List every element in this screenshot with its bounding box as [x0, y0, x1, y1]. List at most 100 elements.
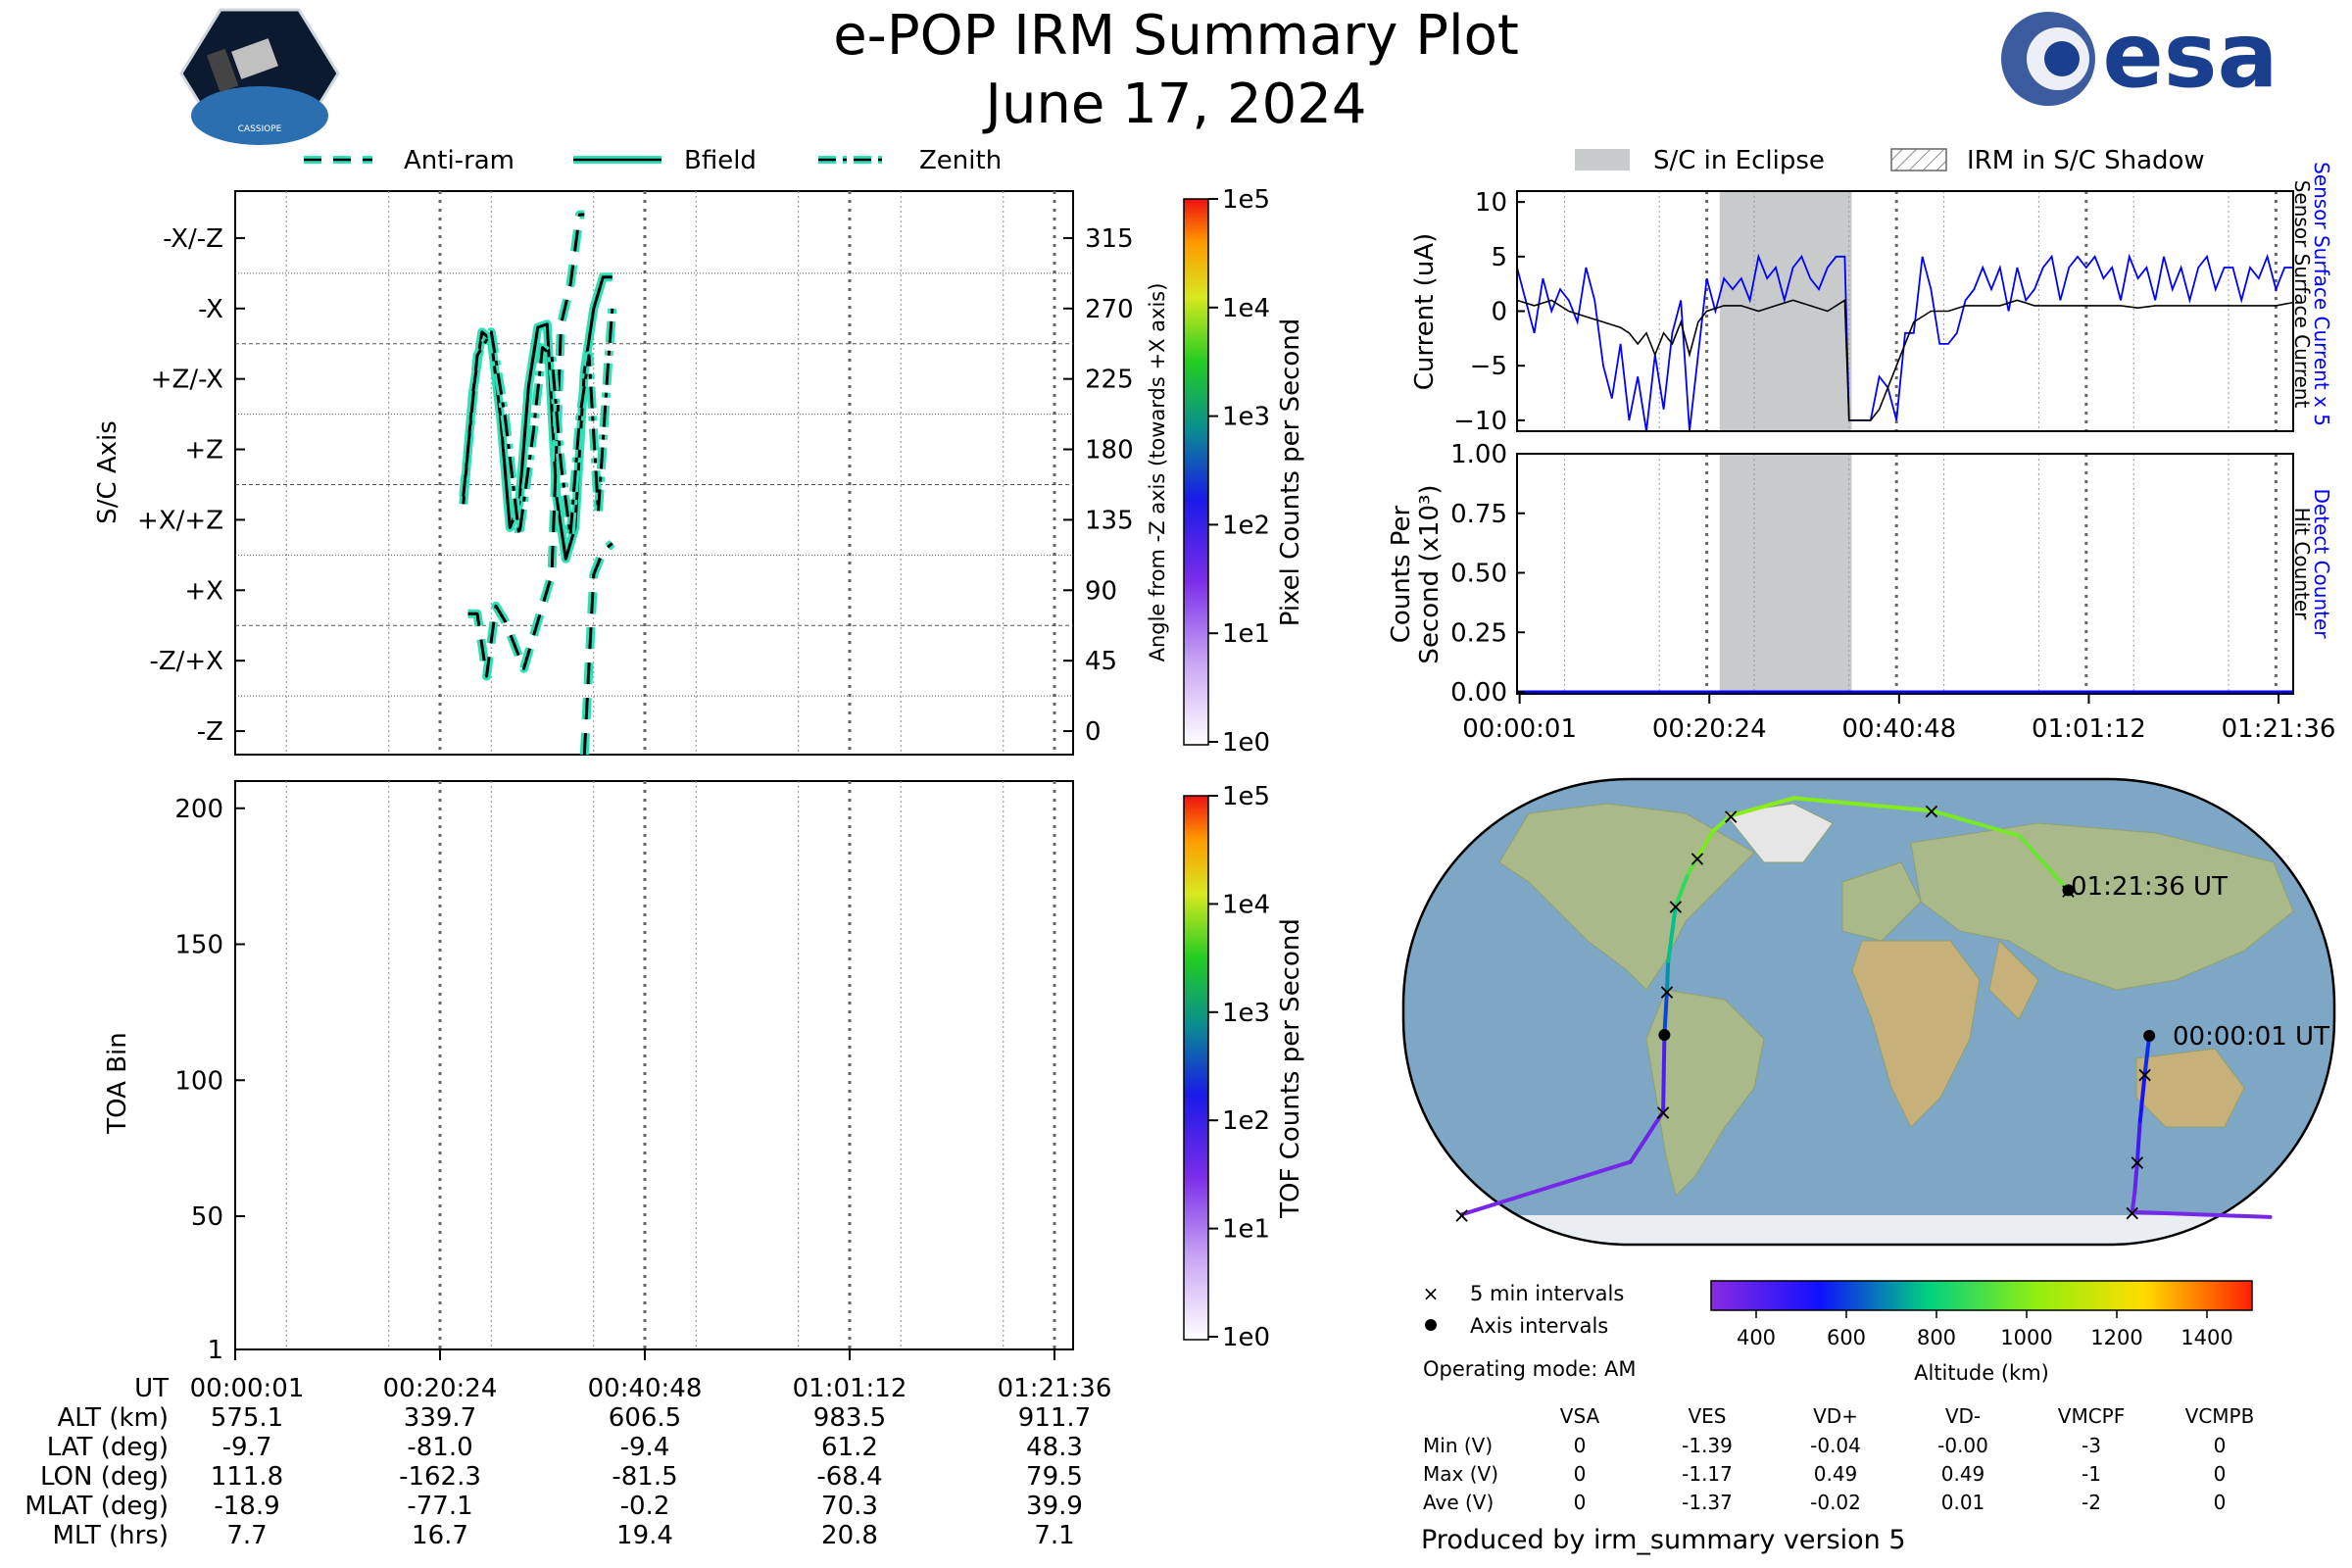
cbar-tof-tick-label: 1e4	[1222, 890, 1270, 919]
voltage-cell: 0.49	[1941, 1462, 1985, 1486]
legend-bfield: Bfield	[684, 146, 757, 175]
current-ytick-label: −10	[1453, 407, 1507, 436]
orbit-5min-marker: ×	[2124, 1201, 2141, 1226]
orbit-track-segment	[1729, 796, 1796, 818]
current-ytick-label: −5	[1470, 352, 1507, 381]
orbit-5min-marker: ×	[1722, 805, 1740, 829]
table-cell: 39.9	[1026, 1492, 1083, 1521]
map-legend: × 5 min intervals Axis intervals Operati…	[1423, 1282, 1637, 1381]
panel-axis-ylabel: S/C Axis	[93, 420, 122, 524]
table-row-label: MLAT (deg)	[24, 1492, 169, 1521]
cbar-pixel-tick-label: 1e4	[1222, 294, 1270, 323]
panel-axis: -X/-Z -X +Z/-X +Z +X/+Z +X -Z/+X -Z 315 270 225 18…	[93, 190, 1169, 756]
cassiope-logo-text: CASSIOPE	[238, 124, 282, 134]
orbit-track-segment	[2130, 1209, 2273, 1219]
voltage-cell: 0	[2214, 1434, 2227, 1457]
counts-ytick-label: 0.00	[1450, 678, 1507, 708]
axis-series-zenith	[462, 308, 614, 537]
voltage-cell: 0	[1574, 1462, 1587, 1486]
operating-mode: Operating mode: AM	[1423, 1357, 1636, 1381]
table-cell: 911.7	[1018, 1403, 1091, 1433]
table-cell: -18.9	[214, 1492, 279, 1521]
voltage-cell: 0.01	[1941, 1491, 1985, 1514]
table-cell: -9.7	[222, 1433, 272, 1462]
counts-xtick-label: 00:20:24	[1652, 714, 1767, 744]
legend-anti-ram: Anti-ram	[404, 146, 514, 175]
orbit-track-segment	[1673, 871, 1690, 908]
legend-shadow: IRM in S/C Shadow	[1967, 146, 2205, 175]
axis-left-tick-label: +Z/-X	[151, 366, 223, 395]
voltage-row-label: Ave (V)	[1423, 1491, 1494, 1514]
orbit-axis-marker	[2062, 884, 2075, 897]
orbit-5min-marker: ×	[1923, 800, 1940, 824]
table-cell: 00:00:01	[190, 1374, 305, 1403]
table-cell: 20.8	[821, 1521, 878, 1550]
legend-zenith: Zenith	[919, 146, 1002, 175]
orbit-track-segment	[1628, 1109, 1666, 1164]
table-row-label: LAT (deg)	[47, 1433, 169, 1462]
axis-right-tick-label: 45	[1085, 647, 1117, 676]
esa-logo: esa	[2001, 3, 2278, 108]
table-cell: -81.5	[612, 1462, 677, 1492]
cbar-pixel-tick-label: 1e2	[1222, 511, 1270, 540]
axis-right-tick-label: 225	[1085, 366, 1134, 395]
voltage-cell: -0.02	[1810, 1491, 1861, 1514]
page-title: e-POP IRM Summary Plot	[833, 4, 1519, 68]
continents	[1403, 803, 2334, 1245]
orbit-track-segment	[1666, 904, 1678, 963]
cbar-altitude-label: Altitude (km)	[1914, 1361, 2049, 1385]
table-cell: 01:01:12	[793, 1374, 907, 1403]
orbit-track-segment	[2017, 833, 2071, 893]
orbit-track-segment	[2142, 1033, 2152, 1076]
orbit-track-segment	[1791, 796, 1934, 813]
voltage-cell: -0.04	[1810, 1434, 1861, 1457]
cbar-pixel-tick-label: 1e3	[1222, 403, 1270, 432]
voltage-table: VSA VES VD+ VD- VMCPF VCMPB Min (V) 0 -1.39 -0.04…	[1423, 1404, 2254, 1514]
axis-right-tick-label: 180	[1085, 436, 1134, 466]
toa-tick-label: 200	[174, 795, 223, 824]
esa-logo-text: esa	[2102, 3, 2278, 108]
panel-axis-ylabel-right: Angle from -Z axis (towards +X axis)	[1146, 283, 1169, 662]
legend-5min: 5 min intervals	[1470, 1282, 1624, 1305]
cbar-pixel-tick-label: 1e0	[1222, 728, 1270, 758]
voltage-header: VSA	[1560, 1404, 1600, 1428]
axis-left-tick-label: +X	[184, 576, 223, 606]
counts-xtick-label: 00:40:48	[1841, 714, 1956, 744]
voltage-cell: 0	[2214, 1462, 2227, 1486]
axis-left-tick-label: +Z	[184, 436, 223, 466]
orbit-5min-marker: ×	[1667, 895, 1685, 919]
voltage-cell: -1.17	[1682, 1462, 1733, 1486]
current-right-label-blue: Sensor Surface Current x 5	[2310, 162, 2333, 426]
voltage-header: VMCPF	[2058, 1404, 2125, 1428]
eclipse-band-counts	[1719, 454, 1852, 694]
table-cell: 70.3	[821, 1492, 878, 1521]
legend-top-right: S/C in Eclipse IRM in S/C Shadow	[1575, 146, 2205, 175]
panel-toa: 200 150 100 50 1 TOA Bin	[103, 780, 1074, 1365]
cbar-altitude-tick-label: 1000	[2000, 1326, 2052, 1349]
table-cell: 983.5	[813, 1403, 886, 1433]
panel-counts-ylabel-1: Counts Per	[1387, 505, 1416, 643]
table-cell: 01:21:36	[998, 1374, 1112, 1403]
voltage-cell: -1.39	[1682, 1434, 1733, 1457]
counts-ytick-label: 0.50	[1450, 560, 1507, 589]
cbar-tof-tick-label: 1e5	[1222, 782, 1270, 811]
axis-right-tick-label: 315	[1085, 224, 1134, 254]
toa-tick-label: 1	[207, 1336, 223, 1365]
cbar-pixel-label: Pixel Counts per Second	[1276, 318, 1305, 627]
counts-right-label-blue: Detect Counter	[2310, 489, 2333, 640]
current-ytick-label: 0	[1491, 298, 1507, 327]
table-cell: 575.1	[211, 1403, 283, 1433]
table-cell: -0.2	[620, 1492, 670, 1521]
legend-axis: Axis intervals	[1470, 1314, 1608, 1338]
voltage-cell: -1.37	[1682, 1491, 1733, 1514]
voltage-cell: 0	[1574, 1491, 1587, 1514]
voltage-row-label: Min (V)	[1423, 1434, 1493, 1457]
legend-eclipse: S/C in Eclipse	[1653, 146, 1825, 175]
voltage-cell: -2	[2082, 1491, 2101, 1514]
panel-current: 10 5 0 −5 −10 Current (uA) Sensor Surface Cu…	[1410, 162, 2333, 436]
voltage-cell: -0.00	[1937, 1434, 1988, 1457]
cbar-tof-label: TOF Counts per Second	[1276, 918, 1305, 1219]
current-series-line	[1516, 253, 2293, 432]
table-cell: 339.7	[404, 1403, 476, 1433]
cbar-tof-tick-label: 1e2	[1222, 1106, 1270, 1136]
